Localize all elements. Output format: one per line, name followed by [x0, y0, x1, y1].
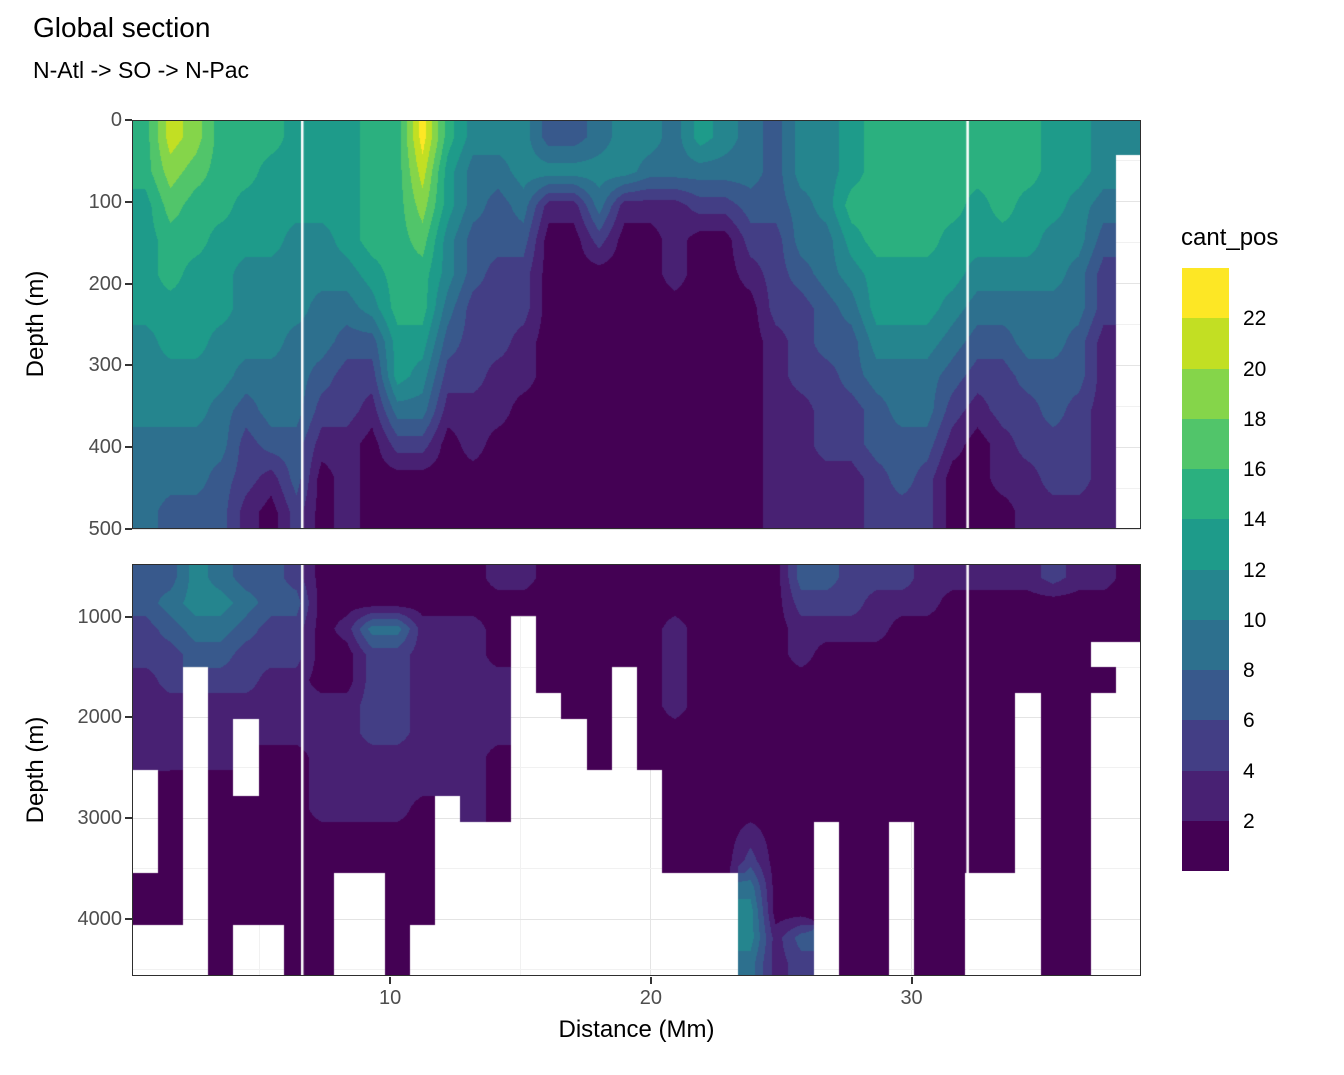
legend-swatch	[1182, 619, 1229, 670]
legend-swatch	[1182, 519, 1229, 570]
y-axis-tick	[125, 364, 132, 367]
y-axis-tick-label: 400	[88, 436, 122, 459]
y-axis-tick-label: 200	[88, 272, 122, 295]
x-axis-tick-label: 20	[639, 987, 662, 1009]
y-axis-tick-label: 300	[88, 354, 122, 377]
legend-swatch	[1182, 569, 1229, 620]
legend-tick-label: 4	[1243, 759, 1255, 783]
y-axis-title-upper: Depth (m)	[22, 270, 49, 378]
y-axis-tick	[125, 817, 132, 820]
heatmap-canvas-lower	[132, 564, 1141, 976]
y-axis-tick-label: 4000	[77, 908, 123, 931]
x-axis-tick	[910, 977, 913, 984]
legend-tick-label: 10	[1243, 608, 1267, 632]
plot-subtitle: N-Atl -> SO -> N-Pac	[33, 57, 249, 83]
legend-title: cant_pos	[1181, 224, 1279, 251]
legend-colorbar	[1182, 268, 1229, 871]
legend-swatch	[1182, 418, 1229, 469]
x-axis-tick-label: 10	[378, 987, 402, 1009]
y-axis-tick-label: 1000	[77, 605, 123, 628]
legend-tick-label: 2	[1243, 809, 1255, 833]
legend-tick-label: 16	[1243, 458, 1267, 481]
legend-tick-label: 8	[1243, 659, 1255, 682]
legend-swatch	[1182, 820, 1229, 871]
legend-swatch	[1182, 268, 1229, 319]
legend-swatch	[1182, 318, 1229, 369]
legend-swatch	[1182, 368, 1229, 419]
legend-swatch	[1182, 720, 1229, 771]
legend-swatch	[1182, 770, 1229, 821]
plot-title: Global section	[33, 12, 211, 43]
y-axis-tick	[125, 200, 132, 203]
legend-tick-label: 6	[1243, 709, 1255, 733]
heatmap-canvas-upper	[132, 120, 1141, 529]
y-axis-tick-label: 0	[110, 109, 122, 131]
legend-swatch	[1182, 469, 1229, 520]
legend-tick-label: 12	[1243, 558, 1267, 582]
y-axis-tick-label: 500	[88, 518, 122, 540]
y-axis-tick	[125, 282, 132, 285]
x-axis-tick-label: 30	[900, 987, 923, 1009]
x-axis-tick	[389, 977, 392, 984]
y-axis-tick-label: 2000	[77, 706, 123, 729]
x-axis-title: Distance (Mm)	[558, 1016, 715, 1043]
panel-lower	[132, 564, 1141, 976]
legend-tick-label: 22	[1243, 307, 1267, 331]
legend-tick-label: 20	[1243, 357, 1267, 381]
legend-swatch	[1182, 670, 1229, 721]
panel-upper	[132, 119, 1141, 530]
legend-tick-label: 18	[1243, 407, 1267, 431]
legend-tick-label: 14	[1243, 508, 1267, 532]
y-axis-tick	[125, 918, 132, 921]
y-axis-tick	[125, 716, 132, 719]
y-axis-tick	[125, 615, 132, 618]
y-axis-tick-label: 100	[88, 190, 122, 213]
y-axis-tick	[125, 528, 132, 530]
x-axis-tick	[649, 977, 652, 984]
gridline-y-major	[132, 528, 1141, 530]
y-axis-tick	[125, 119, 132, 121]
y-axis-tick-label: 3000	[77, 807, 123, 830]
y-axis-title-lower: Depth (m)	[22, 716, 49, 824]
y-axis-tick	[125, 446, 132, 449]
